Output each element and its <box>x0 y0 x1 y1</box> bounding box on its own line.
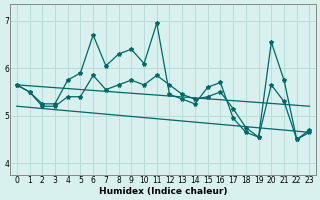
X-axis label: Humidex (Indice chaleur): Humidex (Indice chaleur) <box>99 187 228 196</box>
